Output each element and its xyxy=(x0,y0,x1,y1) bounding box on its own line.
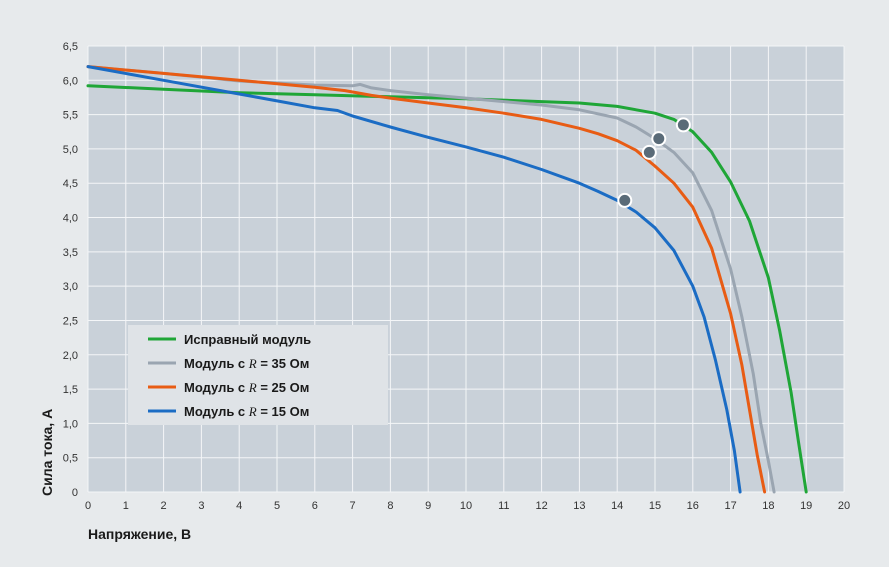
y-tick-label: 6,5 xyxy=(63,41,78,53)
y-tick-label: 0,5 xyxy=(63,453,78,465)
x-tick-label: 3 xyxy=(198,500,204,512)
max-power-point xyxy=(675,117,691,133)
y-tick-label: 3,0 xyxy=(63,281,78,293)
series-line xyxy=(86,65,742,494)
x-tick-label: 11 xyxy=(498,500,509,512)
x-tick-label: 10 xyxy=(460,500,472,512)
y-axis-title: Сила тока, А xyxy=(39,409,55,496)
x-tick-label: 2 xyxy=(161,500,167,512)
x-tick-label: 14 xyxy=(611,500,623,512)
x-tick-label: 9 xyxy=(425,500,431,512)
legend-label: Модуль с R = 35 Ом xyxy=(184,356,309,371)
x-tick-label: 8 xyxy=(387,500,393,512)
legend-box xyxy=(128,325,388,425)
y-tick-label: 1,5 xyxy=(63,384,78,396)
x-axis-title: Напряжение, В xyxy=(88,526,191,542)
x-tick-label: 15 xyxy=(649,500,661,512)
legend: Исправный модуль Модуль с R = 35 Ом Модуль… xyxy=(128,325,388,425)
mpp-markers xyxy=(617,117,691,208)
y-tick-label: 5,5 xyxy=(63,110,78,122)
series-line xyxy=(86,65,767,494)
x-tick-labels: 0 1 2 3 4 5 6 7 8 9 10 11 12 13 14 15 16 17 18 19 20 xyxy=(85,500,850,512)
y-tick-label: 6,0 xyxy=(63,75,78,87)
x-tick-label: 7 xyxy=(350,500,356,512)
x-tick-label: 6 xyxy=(312,500,318,512)
x-tick-label: 18 xyxy=(762,500,774,512)
y-tick-label: 4,5 xyxy=(63,178,78,190)
series-lines xyxy=(86,65,808,494)
y-tick-label: 4,0 xyxy=(63,213,78,225)
x-tick-label: 20 xyxy=(838,500,850,512)
x-tick-label: 13 xyxy=(573,500,585,512)
x-tick-label: 4 xyxy=(236,500,242,512)
legend-label: Исправный модуль xyxy=(184,332,311,347)
x-tick-label: 12 xyxy=(535,500,547,512)
x-tick-label: 1 xyxy=(123,500,129,512)
max-power-point xyxy=(617,192,633,208)
x-tick-label: 0 xyxy=(85,500,91,512)
max-power-point xyxy=(641,144,657,160)
y-tick-label: 1,0 xyxy=(63,418,78,430)
max-power-point xyxy=(651,131,667,147)
series-line xyxy=(86,84,808,494)
legend-label: Модуль с R = 25 Ом xyxy=(184,380,309,395)
grid xyxy=(87,45,845,493)
y-tick-labels: 0 0,5 1,0 1,5 2,0 2,5 3,0 3,5 4,0 4,5 5,0 5,5 6,0 6,5 xyxy=(63,41,78,499)
x-tick-label: 5 xyxy=(274,500,280,512)
y-tick-label: 5,0 xyxy=(63,144,78,156)
series-line xyxy=(86,65,776,494)
y-tick-label: 2,5 xyxy=(63,315,78,327)
legend-label: Модуль с R = 15 Ом xyxy=(184,404,309,419)
x-tick-label: 17 xyxy=(724,500,736,512)
y-tick-label: 3,5 xyxy=(63,247,78,259)
y-tick-label: 0 xyxy=(72,487,78,499)
x-tick-label: 19 xyxy=(800,500,812,512)
x-tick-label: 16 xyxy=(687,500,699,512)
y-tick-label: 2,0 xyxy=(63,350,78,362)
